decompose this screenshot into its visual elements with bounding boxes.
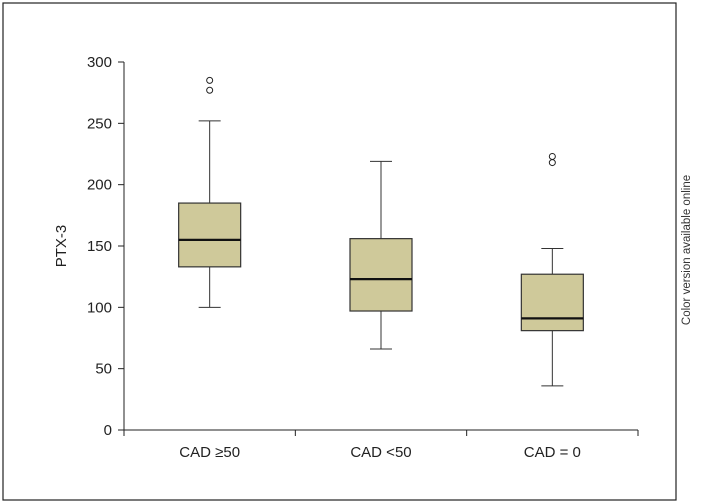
x-axis-ticks: CAD ≥50 CAD <50 CAD = 0 bbox=[123, 430, 639, 461]
outlier-point bbox=[548, 159, 556, 167]
x-tick-label: CAD ≥50 bbox=[179, 444, 240, 461]
box-group bbox=[520, 152, 584, 387]
y-tick-label: 150 bbox=[87, 238, 112, 255]
box-group bbox=[349, 160, 413, 350]
box-iqr bbox=[520, 273, 584, 332]
y-tick-label: 100 bbox=[87, 299, 112, 316]
y-axis-ticks: 0 50 100 150 200 250 300 bbox=[87, 54, 124, 439]
y-axis-title: PTX-3 bbox=[53, 225, 70, 268]
x-tick-label: CAD <50 bbox=[350, 444, 411, 461]
x-tick-label: CAD = 0 bbox=[524, 444, 581, 461]
y-tick-label: 300 bbox=[87, 54, 112, 71]
outlier-point bbox=[206, 76, 214, 84]
boxplot-series bbox=[178, 76, 584, 387]
figure-border bbox=[2, 2, 677, 501]
box-group bbox=[178, 76, 242, 308]
box-iqr bbox=[349, 238, 413, 312]
color-version-note: Color version available online bbox=[681, 175, 693, 325]
outlier-point bbox=[548, 152, 556, 160]
outlier-point bbox=[206, 86, 214, 94]
box-iqr bbox=[178, 202, 242, 268]
y-tick-label: 200 bbox=[87, 177, 112, 194]
y-tick-label: 250 bbox=[87, 115, 112, 132]
y-tick-label: 0 bbox=[104, 422, 112, 439]
y-tick-label: 50 bbox=[95, 361, 112, 378]
